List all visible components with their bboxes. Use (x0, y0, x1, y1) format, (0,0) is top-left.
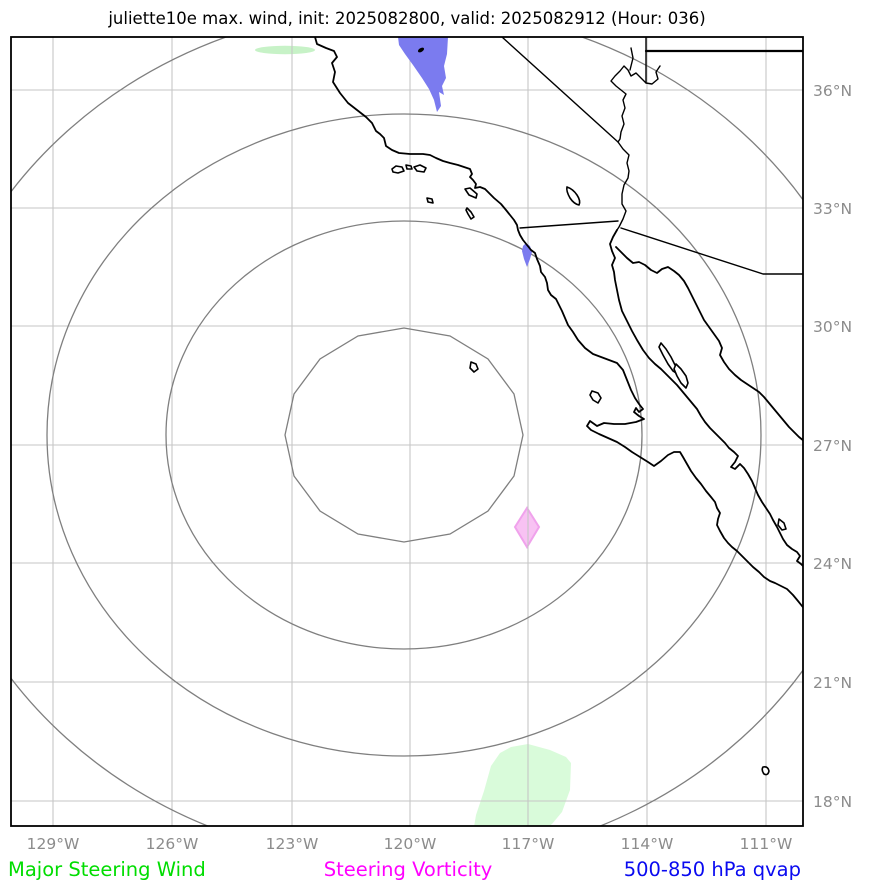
range-ring-4 (11, 37, 803, 826)
x-tick-label: 129°W (27, 835, 80, 853)
salton-sea (566, 186, 581, 206)
qvap-coastal-teardrop (522, 243, 532, 267)
san-clemente-island (465, 207, 475, 220)
x-tick-label: 123°W (266, 835, 319, 853)
x-tick-label: 120°W (384, 835, 437, 853)
range-ring-3 (46, 113, 762, 757)
legend-qvap: 500-850 hPa qvap (624, 858, 801, 881)
y-tick-label: 33°N (813, 200, 852, 218)
x-tick-label: 117°W (502, 835, 555, 853)
legend: Major Steering Wind Steering Vorticity 5… (8, 858, 801, 881)
y-tick-label: 27°N (813, 437, 852, 455)
range-rings (11, 37, 803, 826)
steering-wind-south-patch (474, 744, 571, 826)
california-nevada-border (501, 37, 619, 143)
state-borders (501, 37, 803, 275)
map-frame (10, 36, 804, 827)
coastline-baja-gulf-side (609, 229, 803, 568)
x-tick-label: 114°W (621, 835, 674, 853)
cerralvo-island (777, 518, 787, 531)
catalina-island (464, 187, 478, 199)
channel-island-2 (405, 164, 413, 170)
coastlines (314, 37, 803, 609)
qvap-nevada-patch (398, 37, 448, 112)
x-axis-tick-labels: 129°W 126°W 123°W 120°W 117°W 114°W 111°… (27, 835, 793, 853)
channel-island-1 (391, 165, 405, 174)
y-tick-label: 21°N (813, 674, 852, 692)
guadalupe-island (469, 361, 479, 373)
small-island-southeast (761, 766, 770, 776)
steering-vorticity-diamond (513, 506, 541, 549)
plot-title: juliette10e max. wind, init: 2025082800,… (107, 9, 705, 28)
lake-tahoe-dot (417, 47, 425, 53)
islands (391, 164, 787, 776)
coastline-sonora (615, 246, 803, 442)
colorado-river (610, 65, 661, 231)
tiburon-island (673, 363, 689, 389)
x-tick-label: 126°W (146, 835, 199, 853)
y-tick-label: 18°N (813, 793, 852, 811)
range-ring-2 (165, 220, 643, 650)
legend-steering-vorticity: Steering Vorticity (324, 858, 493, 881)
y-tick-label: 36°N (813, 82, 852, 100)
graticule (11, 37, 803, 826)
cedros-island (589, 390, 602, 404)
coastline-california-baja (314, 37, 803, 609)
us-mexico-border-west (519, 220, 619, 229)
y-tick-label: 24°N (813, 555, 852, 573)
x-tick-label: 111°W (740, 835, 793, 853)
range-ring-1 (284, 327, 524, 543)
legend-steering-wind: Major Steering Wind (8, 858, 206, 881)
y-tick-label: 30°N (813, 318, 852, 336)
y-axis-tick-labels: 36°N 33°N 30°N 27°N 24°N 21°N 18°N (813, 82, 852, 811)
san-nicolas-island (426, 197, 434, 204)
steering-wind-lens-patch (255, 45, 315, 55)
us-mexico-border-east (620, 227, 803, 275)
virgin-river (629, 47, 634, 71)
channel-island-3 (413, 164, 427, 173)
